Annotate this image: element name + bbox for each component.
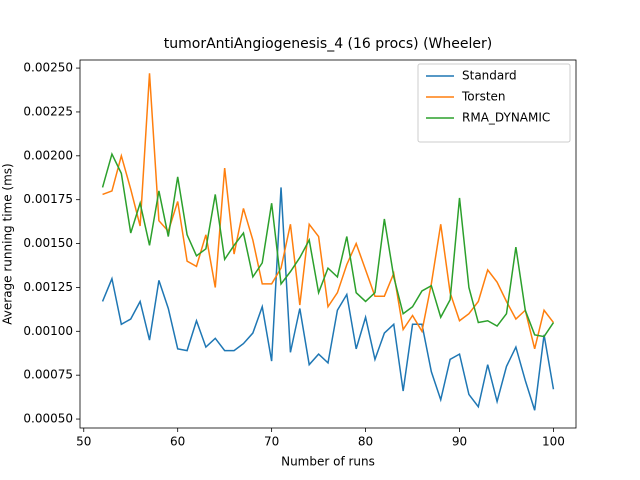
y-tick-label: 0.00175	[23, 192, 73, 206]
x-tick-label: 50	[76, 435, 91, 449]
axes-frame	[79, 59, 577, 429]
data-line	[101, 151, 555, 338]
x-tick-label: 60	[170, 435, 185, 449]
legend-box	[417, 63, 571, 143]
data-line	[102, 73, 555, 350]
legend-label: Torsten	[461, 90, 506, 104]
y-tick-label: 0.00250	[23, 61, 73, 75]
chart-title: tumorAntiAngiogenesis_4 (16 procs) (Whee…	[164, 36, 492, 52]
y-tick-label: 0.00125	[23, 280, 73, 294]
y-tick-label: 0.00225	[23, 104, 73, 118]
y-tick-label: 0.00050	[23, 412, 73, 426]
x-tick-label: 80	[358, 435, 373, 449]
legend-label: RMA_DYNAMIC	[462, 111, 550, 125]
x-tick-label: 100	[542, 435, 565, 449]
y-tick-label: 0.00100	[23, 324, 73, 338]
y-tick-label: 0.00075	[23, 368, 73, 382]
y-tick-label: 0.00200	[23, 148, 73, 162]
y-tick-label: 0.00150	[23, 236, 73, 250]
x-tick-label: 90	[452, 435, 467, 449]
y-axis-label: Average running time (ms)	[1, 163, 15, 324]
x-tick-label: 70	[264, 435, 279, 449]
data-line	[101, 187, 555, 411]
legend-label: Standard	[462, 69, 517, 83]
x-axis-label: Number of runs	[281, 455, 375, 469]
